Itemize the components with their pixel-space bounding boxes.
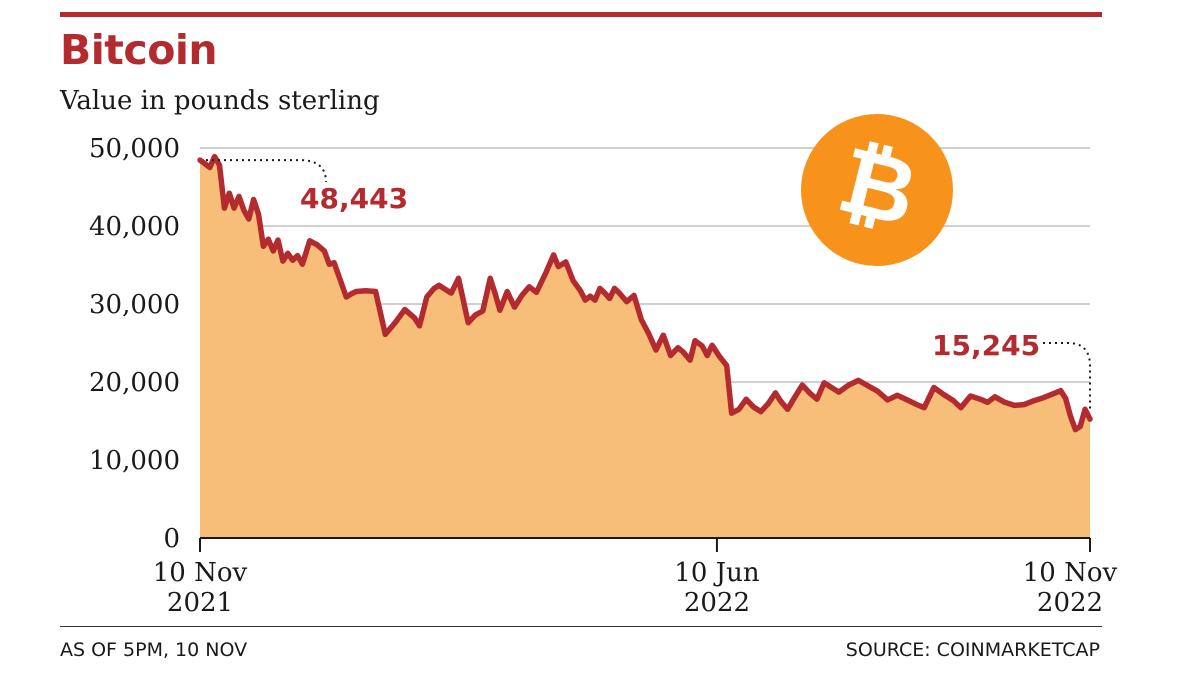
series-line (197, 153, 1093, 433)
chart-subtitle: Value in pounds sterling (60, 86, 380, 116)
annotation-leader-start (206, 159, 327, 183)
annotation-leader-end (1043, 342, 1091, 410)
y-tick-label: 30,000 (89, 290, 180, 320)
y-tick-label: 50,000 (89, 134, 180, 164)
x-tick-label: 2021 (167, 588, 233, 618)
y-tick-label: 0 (163, 524, 180, 554)
annotation-layer: 48,443 15,245 (206, 159, 1091, 410)
footnote: AS OF 5PM, 10 NOV (60, 639, 248, 661)
area-layer (197, 153, 1093, 538)
annotation-label-end: 15,245 (932, 329, 1040, 362)
x-tick-label: 10 Nov (153, 558, 248, 588)
series-area (200, 156, 1090, 538)
y-tick-label: 10,000 (89, 446, 180, 476)
source-credit: SOURCE: COINMARKETCAP (845, 639, 1100, 661)
chart-title: Bitcoin (60, 26, 218, 74)
x-tick-label: 10 Jun (674, 558, 760, 588)
bitcoin-logo-circle (801, 114, 953, 266)
x-tick-label: 2022 (684, 588, 750, 618)
y-tick-label: 40,000 (89, 212, 180, 242)
bottom-rule (60, 626, 1102, 627)
y-tick-label: 20,000 (89, 368, 180, 398)
x-tick-label: 2022 (1037, 588, 1103, 618)
annotation-label-start: 48,443 (300, 182, 408, 215)
top-rule (60, 12, 1102, 17)
logo-layer: ₿ (801, 114, 953, 266)
x-tick-label: 10 Nov (1023, 558, 1118, 588)
